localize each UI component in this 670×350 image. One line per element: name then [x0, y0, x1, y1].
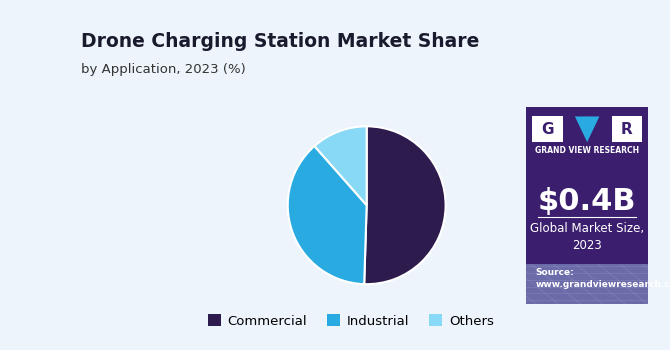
Polygon shape	[575, 117, 600, 142]
Wedge shape	[314, 126, 366, 205]
Text: Drone Charging Station Market Share: Drone Charging Station Market Share	[80, 32, 479, 51]
Text: Global Market Size,
2023: Global Market Size, 2023	[530, 222, 645, 252]
Text: by Application, 2023 (%): by Application, 2023 (%)	[80, 63, 245, 76]
Text: GRAND VIEW RESEARCH: GRAND VIEW RESEARCH	[535, 147, 639, 155]
FancyBboxPatch shape	[612, 117, 643, 142]
Wedge shape	[287, 146, 366, 284]
Text: R: R	[621, 122, 633, 137]
FancyBboxPatch shape	[526, 107, 649, 304]
Text: $0.4B: $0.4B	[538, 187, 636, 216]
FancyBboxPatch shape	[526, 265, 649, 304]
Legend: Commercial, Industrial, Others: Commercial, Industrial, Others	[202, 309, 499, 333]
Text: Source:
www.grandviewresearch.com: Source: www.grandviewresearch.com	[536, 267, 670, 289]
Text: G: G	[541, 122, 553, 137]
Wedge shape	[364, 126, 446, 284]
FancyBboxPatch shape	[532, 117, 563, 142]
